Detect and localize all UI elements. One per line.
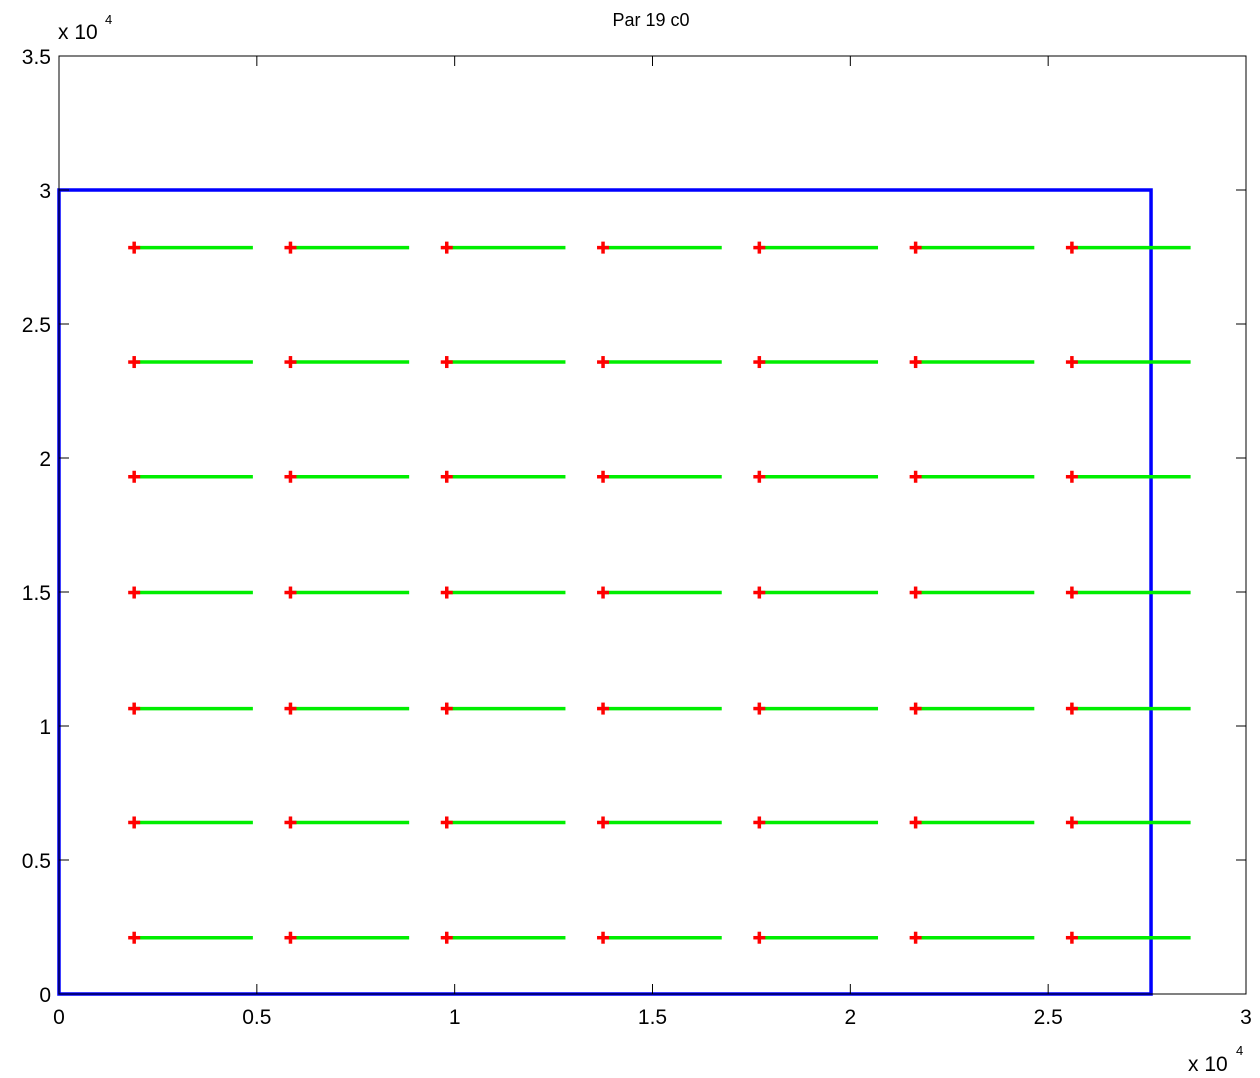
x-axis: 0 0.5 1 1.5 2 2.5 3 — [53, 56, 1252, 1029]
x-tick-label-2: 1 — [449, 1006, 461, 1029]
marker-r3-c1 — [284, 586, 297, 599]
marker-r6-c0 — [128, 241, 141, 254]
marker-r1-c3 — [597, 816, 610, 829]
marker-r4-c1 — [284, 470, 297, 483]
marker-r4-c3 — [597, 470, 610, 483]
marker-r6-c1 — [284, 241, 297, 254]
x-axis-exponent: x 10 4 — [1188, 1043, 1243, 1076]
x-tick-label-6: 3 — [1240, 1006, 1252, 1029]
x-axis-exponent-base: x 10 — [1188, 1053, 1228, 1076]
x-tick-label-5: 2.5 — [1034, 1006, 1063, 1029]
marker-r6-c5 — [909, 241, 922, 254]
marker-r1-c6 — [1065, 816, 1078, 829]
y-tick-label-2: 1 — [39, 716, 51, 739]
x-tick-label-0: 0 — [53, 1006, 65, 1029]
marker-r3-c3 — [597, 586, 610, 599]
marker-r1-c4 — [753, 816, 766, 829]
marker-r4-c5 — [909, 470, 922, 483]
marker-r4-c4 — [753, 470, 766, 483]
marker-r4-c6 — [1065, 470, 1078, 483]
marker-r2-c0 — [128, 702, 141, 715]
marker-r6-c3 — [597, 241, 610, 254]
marker-r5-c5 — [909, 356, 922, 369]
plot-area — [57, 188, 1191, 996]
x-axis-exponent-power: 4 — [1236, 1043, 1243, 1058]
marker-r0-c5 — [909, 931, 922, 944]
marker-r1-c2 — [440, 816, 453, 829]
x-tick-label-1: 0.5 — [242, 1006, 271, 1029]
marker-r6-c6 — [1065, 241, 1078, 254]
y-tick-label-1: 0.5 — [22, 850, 51, 873]
marker-r0-c3 — [597, 931, 610, 944]
marker-r5-c0 — [128, 356, 141, 369]
marker-r4-c2 — [440, 470, 453, 483]
y-tick-label-4: 2 — [39, 448, 51, 471]
marker-r4-c0 — [128, 470, 141, 483]
marker-r2-c4 — [753, 702, 766, 715]
marker-r2-c2 — [440, 702, 453, 715]
marker-r3-c6 — [1065, 586, 1078, 599]
marker-r3-c4 — [753, 586, 766, 599]
y-tick-label-0: 0 — [39, 984, 51, 1007]
y-tick-label-3: 1.5 — [22, 582, 51, 605]
x-tick-label-4: 2 — [844, 1006, 856, 1029]
marker-r1-c5 — [909, 816, 922, 829]
marker-r2-c1 — [284, 702, 297, 715]
marker-r2-c3 — [597, 702, 610, 715]
marker-r0-c2 — [440, 931, 453, 944]
marker-r6-c2 — [440, 241, 453, 254]
marker-r0-c0 — [128, 931, 141, 944]
marker-r5-c1 — [284, 356, 297, 369]
y-tick-label-6: 3 — [39, 180, 51, 203]
x-tick-label-3: 1.5 — [638, 1006, 667, 1029]
y-axis: 0 0.5 1 1.5 2 2.5 3 3.5 — [22, 46, 1246, 1007]
y-axis-exponent-base: x 10 — [58, 21, 98, 44]
y-axis-exponent: x 10 4 — [58, 12, 112, 44]
marker-r1-c0 — [128, 816, 141, 829]
marker-r5-c3 — [597, 356, 610, 369]
marker-r5-c4 — [753, 356, 766, 369]
marker-r1-c1 — [284, 816, 297, 829]
marker-r5-c6 — [1065, 356, 1078, 369]
y-tick-label-5: 2.5 — [22, 314, 51, 337]
marker-r0-c4 — [753, 931, 766, 944]
y-axis-exponent-power: 4 — [105, 12, 112, 27]
marker-r5-c2 — [440, 356, 453, 369]
y-tick-label-7: 3.5 — [22, 46, 51, 69]
marker-r3-c0 — [128, 586, 141, 599]
marker-r3-c2 — [440, 586, 453, 599]
axes-frame — [58, 55, 1247, 995]
marker-r2-c5 — [909, 702, 922, 715]
marker-r2-c6 — [1065, 702, 1078, 715]
chart-title: Par 19 c0 — [612, 10, 689, 30]
marker-r0-c1 — [284, 931, 297, 944]
marker-r3-c5 — [909, 586, 922, 599]
marker-r0-c6 — [1065, 931, 1078, 944]
axes-box — [58, 55, 1247, 995]
marker-r6-c4 — [753, 241, 766, 254]
